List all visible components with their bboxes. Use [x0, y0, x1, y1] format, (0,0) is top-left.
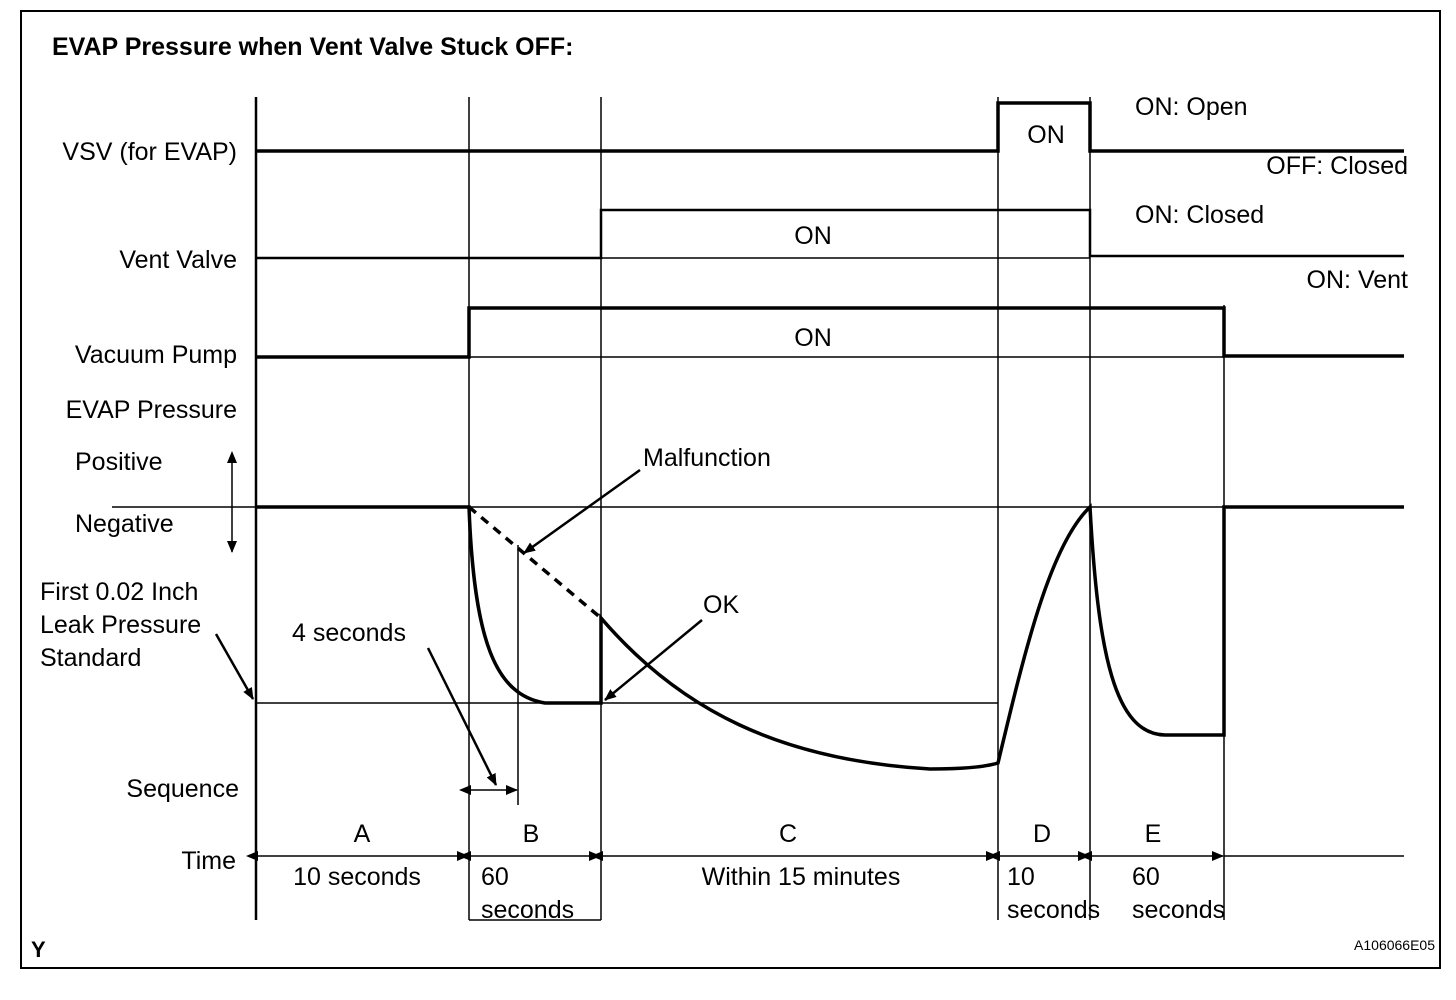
corner-mark-y: Y — [31, 937, 46, 962]
row-label-time: Time — [181, 847, 236, 875]
vsv-on-meaning: ON: Open — [1135, 93, 1248, 121]
row-label-evap-pressure: EVAP Pressure — [66, 396, 237, 424]
duration-c: Within 15 minutes — [702, 863, 901, 891]
diagram-frame — [20, 10, 1441, 969]
label-standard-line1: First 0.02 Inch — [40, 578, 198, 606]
duration-a: 10 seconds — [293, 863, 421, 891]
vent-valve-on-meaning: ON: Closed — [1135, 201, 1264, 229]
ok-arrow — [604, 619, 703, 701]
ok-label: OK — [703, 591, 739, 619]
vent-valve-off-meaning: ON: Vent — [1307, 266, 1408, 294]
malfunction-arrow — [523, 468, 641, 555]
vsv-off-meaning: OFF: Closed — [1266, 152, 1408, 180]
label-positive: Positive — [75, 448, 163, 476]
row-label-vsv: VSV (for EVAP) — [62, 138, 237, 166]
duration-d-line2: seconds — [1007, 896, 1100, 924]
duration-d-line1: 10 — [1007, 863, 1035, 891]
four-seconds-arrow — [426, 647, 498, 786]
vacuum-pump-on-label: ON — [794, 324, 832, 352]
sequence-c: C — [779, 820, 797, 848]
sequence-d: D — [1033, 820, 1051, 848]
vent-valve-signal — [256, 208, 1404, 260]
vent-valve-on-label: ON — [794, 222, 832, 250]
duration-b-line2: seconds — [481, 896, 574, 924]
row-label-vent-valve: Vent Valve — [119, 246, 237, 274]
label-standard-line3: Standard — [40, 644, 141, 672]
malfunction-label: Malfunction — [643, 444, 771, 472]
malfunction-curve — [467, 505, 603, 620]
evap-pressure-curve — [256, 503, 1404, 771]
duration-e-line1: 60 — [1132, 863, 1160, 891]
label-standard-line2: Leak Pressure — [40, 611, 201, 639]
sequence-b: B — [523, 820, 540, 848]
duration-b-line1: 60 — [481, 863, 509, 891]
four-seconds-label: 4 seconds — [292, 619, 406, 647]
vacuum-pump-signal — [256, 306, 1404, 359]
diagram-title: EVAP Pressure when Vent Valve Stuck OFF: — [52, 33, 574, 61]
label-negative: Negative — [75, 510, 174, 538]
sequence-e: E — [1145, 820, 1162, 848]
sequence-a: A — [354, 820, 371, 848]
duration-e-line2: seconds — [1132, 896, 1225, 924]
vsv-signal — [256, 101, 1404, 153]
standard-arrow — [214, 633, 255, 700]
figure-id: A106066E05 — [1354, 937, 1435, 953]
row-label-sequence: Sequence — [126, 775, 239, 803]
vsv-on-label: ON — [1027, 121, 1065, 149]
row-label-vacuum-pump: Vacuum Pump — [75, 341, 237, 369]
